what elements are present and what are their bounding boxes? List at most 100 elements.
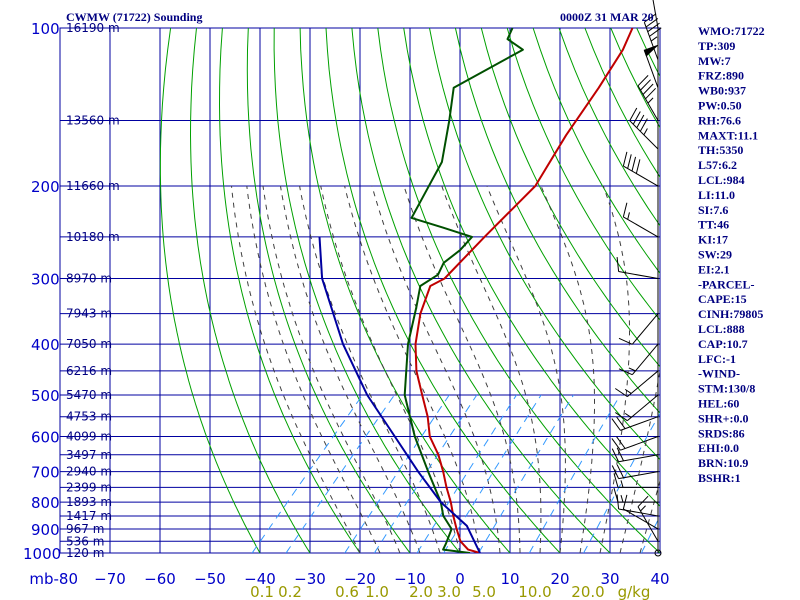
wind-barb: [611, 416, 659, 431]
index-entry: LCL:888: [698, 322, 745, 336]
index-entry: HEL:60: [698, 397, 739, 411]
series-parcel: [318, 236, 481, 553]
dry-adiabat: [159, 27, 261, 553]
dry-adiabat: [218, 27, 361, 553]
wind-barb: [611, 436, 659, 451]
index-entry: -PARCEL-: [698, 277, 754, 291]
index-entry: FRZ:890: [698, 69, 744, 83]
height-tick-label: 2940 m: [66, 465, 112, 479]
height-tick-label: 10180 m: [66, 230, 120, 244]
pressure-tick-label: 200: [31, 178, 60, 196]
wind-barb: [618, 313, 659, 345]
index-entry: CAPE:15: [698, 292, 747, 306]
moist-adiabat: [344, 185, 481, 553]
dry-adiabat: [189, 27, 311, 553]
chart-timestamp: 0000Z 31 MAR 20: [560, 10, 654, 24]
pressure-tick-label: 300: [31, 270, 60, 288]
dry-adiabat: [273, 27, 461, 553]
pressure-tick-label: 500: [31, 387, 60, 405]
dry-adiabat: [454, 27, 660, 414]
temperature-tick-label: 0: [455, 570, 465, 588]
index-entry: SRDS:86: [698, 426, 745, 440]
mixing-ratio-line: [443, 394, 542, 553]
temperature-tick-label: −50: [194, 570, 226, 588]
mixing-ratio-tick-label: 1.0: [365, 583, 389, 600]
index-entry: SI:7.6: [698, 203, 728, 217]
height-tick-label: 4099 m: [66, 430, 112, 444]
index-entry: MAXT:11.1: [698, 128, 758, 142]
index-entry: -WIND-: [698, 367, 740, 381]
wind-barb: [622, 202, 659, 238]
height-tick-label: 7943 m: [66, 307, 112, 321]
dry-adiabat: [792, 28, 800, 553]
moist-adiabat: [371, 185, 501, 553]
moist-adiabat: [441, 185, 542, 553]
height-tick-label: 11660 m: [66, 179, 120, 193]
wind-barb: [616, 257, 659, 279]
index-entry: TP:309: [698, 39, 735, 53]
dry-adiabat: [766, 28, 800, 553]
moist-adiabat: [262, 185, 401, 553]
index-entry: LI:11.0: [698, 188, 735, 202]
chart-grid: [59, 27, 661, 554]
wind-barb: [611, 464, 659, 480]
pressure-tick-label: 600: [31, 429, 60, 447]
mixing-ratio-line: [528, 394, 621, 553]
dry-adiabat: [480, 27, 660, 368]
temperature-tick-label: −20: [344, 570, 376, 588]
dry-adiabat: [351, 27, 611, 553]
temperature-tick-label: 10: [500, 570, 519, 588]
height-tick-label: 2399 m: [66, 480, 112, 494]
wind-barb: [622, 151, 659, 187]
pressure-tick-label: 100: [31, 20, 60, 38]
pressure-tick-label: 1000: [23, 545, 61, 563]
wind-barb: [613, 487, 658, 503]
index-entry: STM:130/8: [698, 382, 755, 396]
moist-adiabat: [320, 185, 461, 553]
height-tick-label: 120 m: [66, 546, 104, 560]
wind-barb: [615, 370, 659, 398]
mixing-ratio-tick-label: g/kg: [618, 583, 651, 600]
wind-barb: [637, 74, 659, 121]
height-tick-label: 16190 m: [66, 21, 120, 35]
mixing-ratio-line: [416, 394, 517, 553]
height-tick-label: 13560 m: [66, 113, 120, 127]
dry-adiabat: [558, 27, 660, 227]
height-tick-label: 7050 m: [66, 337, 112, 351]
temperature-tick-label: 40: [650, 570, 669, 588]
moist-adiabat: [403, 185, 521, 553]
dry-adiabat: [325, 27, 561, 553]
pressure-tick-label: 900: [31, 521, 60, 539]
index-entry: KI:17: [698, 233, 728, 247]
mixing-ratio-line: [373, 394, 478, 553]
index-entry: EI:2.1: [698, 262, 730, 276]
mixing-ratio-tick-label: 10.0: [518, 583, 551, 600]
indices-panel: WMO:71722TP:309MW:7FRZ:890WB0:937PW:0.50…: [698, 24, 765, 485]
wind-barb: [652, 0, 659, 29]
sounding-series: [318, 27, 634, 553]
moist-adiabat: [280, 185, 421, 553]
temperature-tick-label: 30: [600, 570, 619, 588]
dry-adiabat: [506, 27, 660, 321]
dry-adiabat: [377, 27, 660, 553]
wind-barb: [613, 473, 658, 488]
wind-barb: [629, 107, 659, 150]
index-entry: BRN:10.9: [698, 456, 748, 470]
mixing-ratio-line: [478, 394, 574, 553]
mixing-ratio-tick-label: 0.1: [250, 583, 274, 600]
index-entry: RH:76.6: [698, 113, 741, 127]
height-tick-label: 1893 m: [66, 495, 112, 509]
index-entry: WB0:937: [698, 84, 746, 98]
series-temperature: [414, 27, 634, 553]
moist-adiabat: [246, 185, 381, 553]
moist-adiabat: [599, 185, 630, 553]
moist-adiabat: [486, 185, 566, 553]
index-entry: PW:0.50: [698, 99, 742, 113]
index-entry: SHR+:0.0: [698, 411, 749, 425]
moist-adiabat: [619, 367, 660, 553]
index-entry: LCL:984: [698, 173, 745, 187]
height-tick-label: 8970 m: [66, 271, 112, 285]
wind-barb: [637, 495, 659, 542]
